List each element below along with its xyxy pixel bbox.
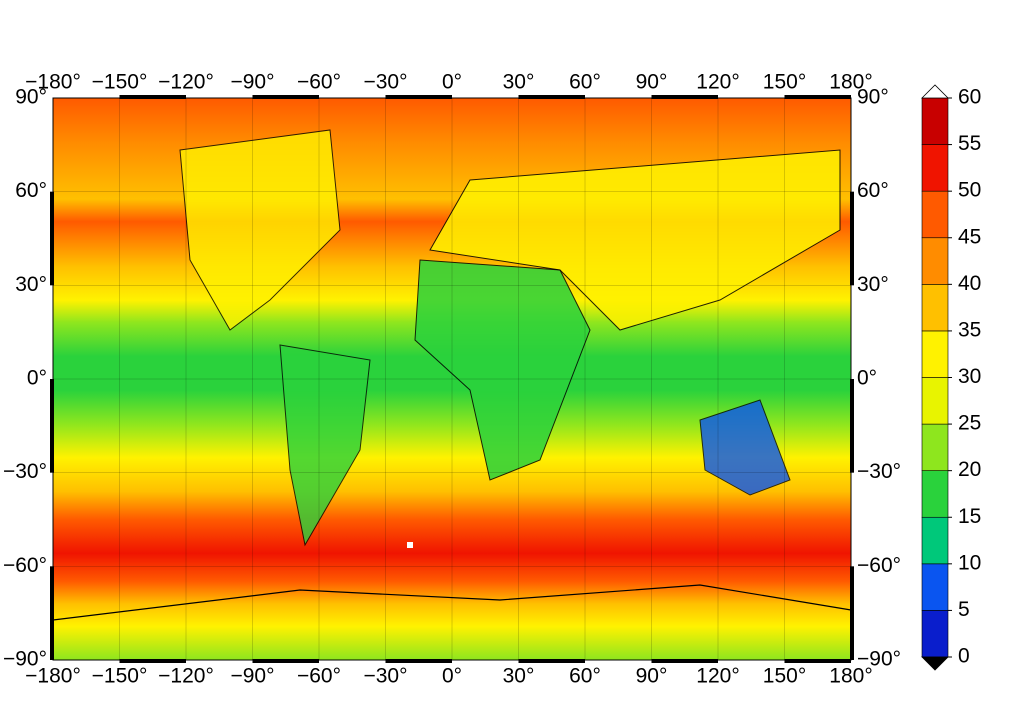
colorbar-swatch [921,97,949,145]
colorbar-label: 55 [958,132,981,155]
eurasia [429,149,841,331]
frame-segment [119,659,186,663]
lat-tick-label: −60° [3,554,47,577]
lat-tick-label: 0° [857,367,877,390]
frame-segment [50,191,54,286]
lat-tick-label: −90° [3,648,47,671]
lat-tick-label: 60° [857,179,889,202]
lon-tick-label: −60° [297,71,341,94]
lat-tick-label: 30° [857,273,889,296]
colorbar-label: 60 [958,86,981,109]
frame-segment [518,659,585,663]
frame-segment [850,191,854,286]
frame-segment [784,659,851,663]
heat-map [52,98,852,660]
frame-segment [252,659,319,663]
colorbar-label: 15 [958,505,981,528]
lon-tick-label: 90° [636,71,668,94]
colorbar-swatch [921,330,949,378]
lon-tick-label: 180° [829,71,872,94]
lon-tick-label: 90° [636,665,668,688]
colorbar-swatch [921,237,949,285]
colorbar-label: 40 [958,272,981,295]
frame-segment [651,95,718,99]
lon-tick-label: 0° [442,71,462,94]
lat-tick-label: −60° [857,554,901,577]
colorbar-swatch [921,470,949,518]
lon-tick-label: 60° [569,71,601,94]
colorbar-label: 35 [958,318,981,341]
lat-tick-label: −30° [857,460,901,483]
lat-tick-label: 90° [15,86,47,109]
lon-tick-label: 30° [503,71,535,94]
colorbar-label: 45 [958,225,981,248]
lon-tick-label: −90° [230,665,274,688]
colorbar-swatch [921,610,949,658]
lon-tick-label: −180° [25,71,81,94]
frame-segment [50,379,54,473]
lon-tick-label: −90° [230,71,274,94]
frame-segment [252,95,319,99]
colorbar-label: 0 [958,645,970,668]
colorbar-swatch [921,423,949,471]
colorbar-label: 10 [958,551,981,574]
colorbar-label: 50 [958,179,981,202]
colorbar-swatch [921,563,949,611]
lon-tick-label: 150° [763,665,806,688]
lon-tick-label: −180° [25,665,81,688]
lat-tick-label: 90° [857,86,889,109]
lon-tick-label: −30° [363,71,407,94]
missing-cell [407,542,413,548]
lat-tick-label: 30° [15,273,47,296]
colorbar-under [921,656,949,671]
frame-segment [119,95,186,99]
frame-segment [518,95,585,99]
frame-segment [385,659,452,663]
colorbar-over [921,84,949,99]
south-america [279,344,371,547]
lon-tick-label: −150° [92,665,148,688]
lon-tick-label: 30° [503,665,535,688]
frame-segment [784,95,851,99]
colorbar-swatch [921,377,949,425]
lon-tick-label: 150° [763,71,806,94]
lon-tick-label: 0° [442,665,462,688]
colorbar-swatch [921,516,949,565]
colorbar-label: 25 [958,412,981,435]
colorbar-label: 20 [958,458,981,481]
australia [699,399,791,496]
lon-tick-label: −120° [158,665,214,688]
north-america [179,129,341,331]
frame-segment [385,95,452,99]
lat-tick-label: −90° [857,648,901,671]
axes: −180° −180° −150° −150° −120° −120° −90° −90° −6… [3,71,901,688]
lat-tick-label: 0° [27,367,47,390]
frame-segment [850,379,854,473]
lon-tick-label: −150° [92,71,148,94]
frame-segment [850,566,854,660]
lon-tick-label: 120° [696,71,739,94]
lon-tick-label: −120° [158,71,214,94]
colorbar-swatch [921,284,949,332]
colorbar-label: 5 [958,598,970,621]
lon-tick-label: −60° [297,665,341,688]
frame-segment [50,566,54,660]
colorbar-swatch [921,190,949,239]
africa [414,259,591,481]
lon-tick-label: 180° [829,665,872,688]
lat-tick-label: 60° [15,179,47,202]
colorbar-label: 30 [958,365,981,388]
frame-segment [651,659,718,663]
lon-tick-label: 120° [696,665,739,688]
lon-tick-label: −30° [363,665,407,688]
lon-tick-label: 60° [569,665,601,688]
lat-tick-label: −30° [3,460,47,483]
antarctica-coast [52,584,852,621]
colorbar-swatch [921,144,949,192]
colorbar: 0 5 10 15 20 25 30 35 40 45 50 55 60 [921,84,981,671]
